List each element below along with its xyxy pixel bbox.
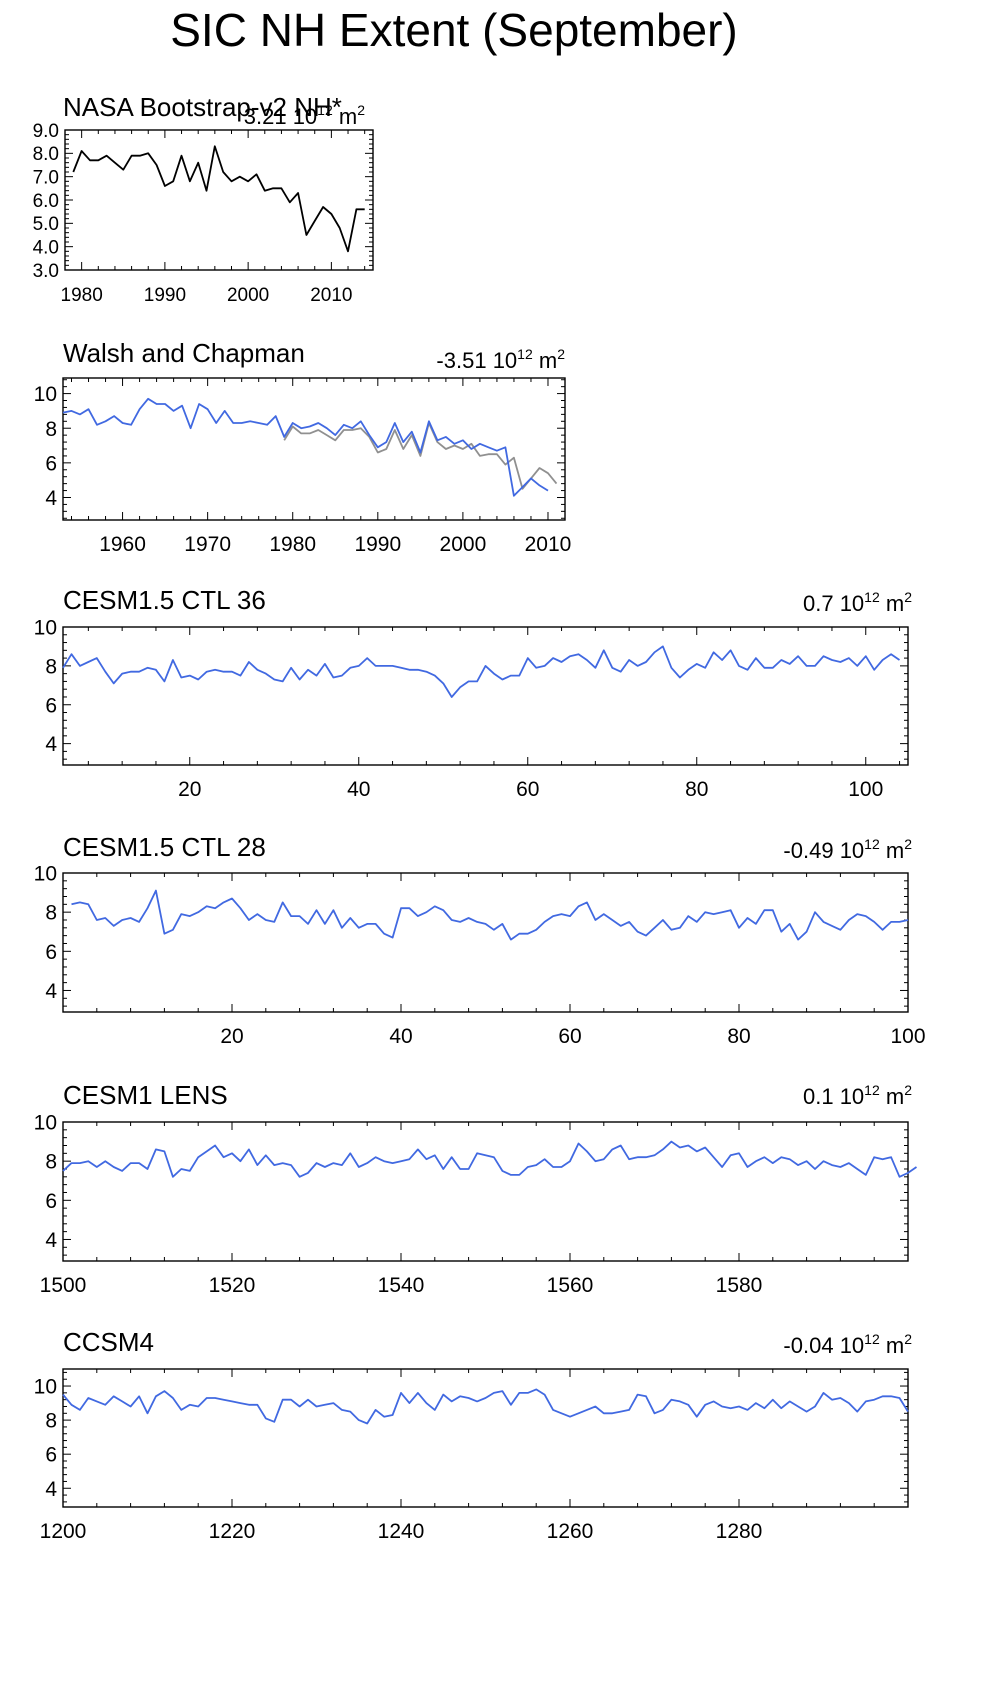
- x-tick-label: 1970: [184, 533, 231, 556]
- y-tick-label: 10: [34, 863, 57, 886]
- panel-cesm15-ctl36: CESM1.5 CTL 36 0.7 1012 m2 20 40 60 80 100 4 6 8 1…: [34, 585, 913, 801]
- x-tick-label: 1240: [378, 1520, 425, 1543]
- y-tick-label: 8.0: [33, 144, 59, 165]
- trend-label: 3.21 1012 m2: [244, 102, 365, 129]
- trend-label: -0.04 1012 m2: [783, 1331, 912, 1358]
- y-tick-label: 10: [34, 1376, 57, 1399]
- series-line-0: [62, 645, 901, 698]
- y-tick-label: 8: [45, 1151, 57, 1174]
- y-tick-label: 6: [45, 452, 57, 475]
- figure-title: SIC NH Extent (September): [170, 4, 738, 56]
- y-tick-label: 4: [45, 733, 57, 756]
- y-tick-label: 6: [45, 694, 57, 717]
- panel-nasa-bootstrap: NASA Bootstrap-v2 NH*3.21 1012 m2 1980 199…: [33, 92, 374, 306]
- x-tick-label: 40: [347, 778, 370, 801]
- panel-ccsm4: CCSM4 -0.04 1012 m2 1200 1220 1240 1260 1280 4 6…: [34, 1327, 913, 1543]
- x-tick-label: 60: [558, 1025, 581, 1048]
- x-tick-label: 1960: [99, 533, 146, 556]
- plot-frame: [62, 1121, 909, 1262]
- plot-frame: [62, 626, 909, 766]
- y-tick-label: 6: [45, 1444, 57, 1467]
- y-tick-label: 4: [45, 1229, 57, 1252]
- series-line-0: [72, 145, 365, 253]
- y-tick-label: 10: [34, 617, 57, 640]
- y-tick-label: 9.0: [33, 121, 59, 142]
- y-tick-label: 6: [45, 1190, 57, 1213]
- y-tick-label: 10: [34, 1112, 57, 1135]
- y-tick-label: 4: [45, 1478, 57, 1501]
- trend-label: -3.51 1012 m2: [436, 346, 565, 373]
- x-tick-label: 20: [178, 778, 201, 801]
- panel-title: CESM1.5 CTL 28: [63, 832, 266, 862]
- panel-title: NASA Bootstrap-v2 NH*: [63, 92, 342, 122]
- y-tick-label: 5.0: [33, 214, 59, 235]
- series-line-0: [283, 422, 558, 490]
- series-line-0: [62, 1388, 909, 1425]
- x-tick-label: 2000: [227, 285, 269, 306]
- plot-frame: [62, 1368, 909, 1508]
- x-tick-label: 1980: [61, 285, 103, 306]
- y-tick-label: 4: [45, 980, 57, 1003]
- x-tick-label: 80: [685, 778, 708, 801]
- series-line-1: [62, 397, 549, 497]
- x-tick-label: 1520: [209, 1274, 256, 1297]
- x-tick-label: 1580: [716, 1274, 763, 1297]
- plot-frame: [62, 377, 566, 521]
- x-tick-label: 100: [848, 778, 883, 801]
- panel-cesm1-lens: CESM1 LENS 0.1 1012 m2 1500 1520 1540 1560 158…: [34, 1080, 918, 1297]
- x-tick-label: 2000: [440, 533, 487, 556]
- panel-title: CESM1 LENS: [63, 1080, 228, 1110]
- panel-cesm15-ctl28: CESM1.5 CTL 28 -0.49 1012 m2 20 40 60 80 100 4 6…: [34, 832, 926, 1048]
- y-tick-label: 7.0: [33, 168, 59, 189]
- y-tick-label: 8: [45, 418, 57, 441]
- panel-title: CCSM4: [63, 1327, 154, 1357]
- x-tick-label: 1990: [144, 285, 186, 306]
- y-tick-label: 3.0: [33, 261, 59, 282]
- y-tick-label: 8: [45, 1410, 57, 1433]
- x-tick-label: 1500: [40, 1274, 87, 1297]
- y-tick-label: 4.0: [33, 238, 59, 259]
- y-tick-label: 10: [34, 383, 57, 406]
- x-tick-label: 60: [516, 778, 539, 801]
- x-tick-label: 1280: [716, 1520, 763, 1543]
- y-tick-label: 6: [45, 941, 57, 964]
- x-tick-label: 1540: [378, 1274, 425, 1297]
- plot-frame: [62, 872, 909, 1013]
- y-tick-label: 8: [45, 902, 57, 925]
- panel-walsh-chapman: Walsh and Chapman -3.51 1012 m2 1960 1970 19…: [34, 338, 572, 556]
- y-tick-label: 6.0: [33, 191, 59, 212]
- x-tick-label: 80: [727, 1025, 750, 1048]
- y-tick-label: 8: [45, 655, 57, 678]
- x-tick-label: 1990: [354, 533, 401, 556]
- x-tick-label: 1260: [547, 1520, 594, 1543]
- x-tick-label: 1560: [547, 1274, 594, 1297]
- x-tick-label: 1980: [269, 533, 316, 556]
- trend-label: 0.1 1012 m2: [803, 1082, 912, 1109]
- x-tick-label: 1200: [40, 1520, 87, 1543]
- panel-title: CESM1.5 CTL 36: [63, 585, 266, 615]
- trend-label: 0.7 1012 m2: [803, 589, 912, 616]
- trend-label: -0.49 1012 m2: [783, 836, 912, 863]
- x-tick-label: 2010: [525, 533, 572, 556]
- x-tick-label: 1220: [209, 1520, 256, 1543]
- x-tick-label: 40: [389, 1025, 412, 1048]
- panel-title: Walsh and Chapman: [63, 338, 305, 368]
- y-tick-label: 4: [45, 487, 57, 510]
- series-line-0: [62, 1140, 918, 1178]
- plot-frame: [64, 129, 374, 271]
- x-tick-label: 2010: [310, 285, 352, 306]
- x-tick-label: 20: [220, 1025, 243, 1048]
- series-line-0: [71, 889, 909, 941]
- x-tick-label: 100: [890, 1025, 925, 1048]
